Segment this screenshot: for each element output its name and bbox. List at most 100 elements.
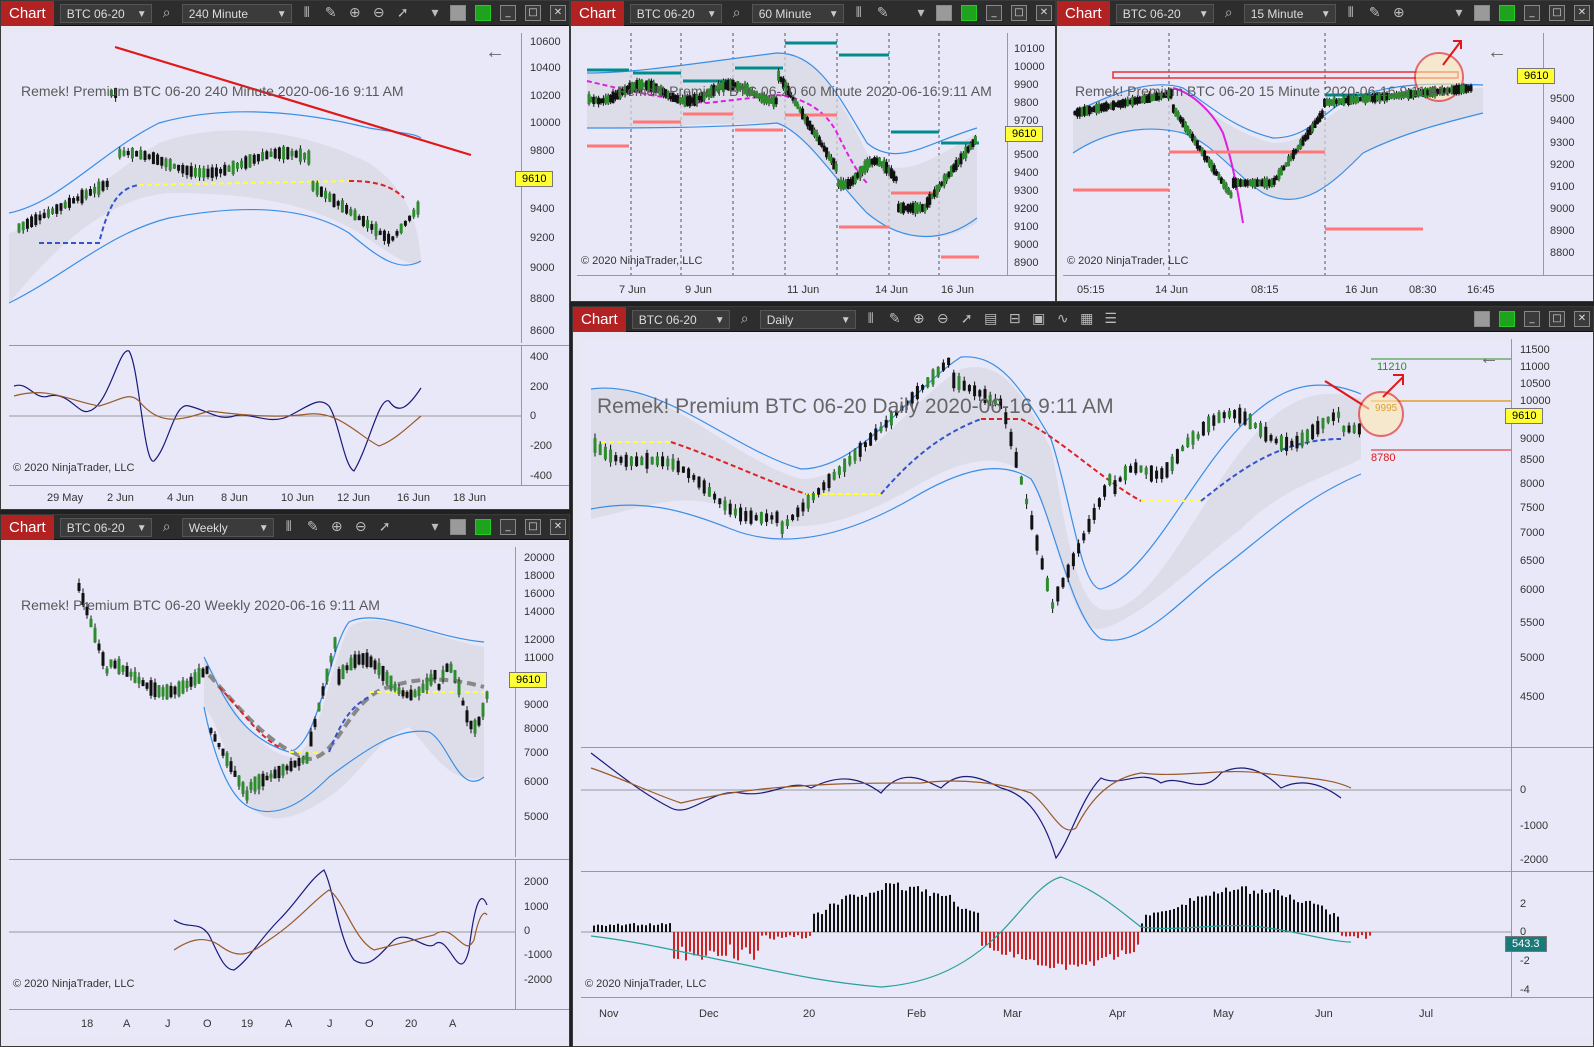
instrument-select[interactable]: BTC 06-20 ▼: [59, 517, 152, 537]
chart-title[interactable]: Chart: [571, 1, 624, 26]
time-axis[interactable]: 18 A J O 19 A J O 20 A: [9, 1009, 569, 1037]
chart-title[interactable]: Chart: [1057, 1, 1110, 26]
indicators-icon[interactable]: ∿: [1056, 311, 1069, 327]
price-panel[interactable]: Remek! Premium BTC 06-20 60 Minute 2020-…: [577, 33, 1007, 275]
search-icon[interactable]: ⌕: [740, 311, 749, 327]
chart-title[interactable]: Chart: [1, 1, 54, 26]
bar-type-icon[interactable]: ⫴: [855, 5, 862, 21]
link-instrument-button[interactable]: [475, 5, 491, 21]
drawing-tool-icon[interactable]: ✎: [1368, 5, 1381, 21]
templates-icon[interactable]: ▦: [1080, 311, 1094, 327]
link-color-button[interactable]: [450, 519, 466, 535]
time-axis[interactable]: Nov Dec 20 Feb Mar Apr May Jun Jul: [581, 997, 1593, 1037]
data-box-icon[interactable]: ▤: [984, 311, 998, 327]
instrument-select[interactable]: BTC 06-20 ▼: [631, 309, 730, 329]
list-icon[interactable]: ☰: [1104, 311, 1117, 327]
instrument-select[interactable]: BTC 06-20 ▼: [59, 3, 152, 23]
price-panel[interactable]: Remek! Premium BTC 06-20 Daily 2020-06-1…: [581, 339, 1511, 747]
zoom-out-icon[interactable]: ⊖: [936, 311, 949, 327]
zoom-in-icon[interactable]: ⊕: [330, 519, 343, 535]
zoom-out-icon[interactable]: ⊖: [372, 5, 385, 21]
histogram-panel[interactable]: © 2020 NinjaTrader, LLC: [581, 871, 1511, 997]
link-color-button[interactable]: [1474, 311, 1490, 327]
minimize-button[interactable]: _: [986, 5, 1002, 21]
chevron-down-icon[interactable]: ▾: [431, 519, 439, 535]
maximize-button[interactable]: □: [1549, 5, 1565, 21]
price-panel[interactable]: Remek! Premium BTC 06-20 Weekly 2020-06-…: [9, 547, 515, 857]
pointer-icon[interactable]: ➚: [396, 5, 409, 21]
back-arrow-icon[interactable]: ←: [1487, 41, 1507, 63]
oscillator-panel[interactable]: © 2020 NinjaTrader, LLC: [9, 859, 515, 1009]
minimize-button[interactable]: _: [500, 519, 516, 535]
minimize-button[interactable]: _: [500, 5, 516, 21]
chevron-down-icon[interactable]: ▾: [917, 5, 925, 21]
back-arrow-icon[interactable]: ←: [1479, 347, 1499, 369]
close-button[interactable]: ✕: [1036, 5, 1052, 21]
link-color-button[interactable]: [936, 5, 952, 21]
link-color-button[interactable]: [1474, 5, 1490, 21]
time-axis[interactable]: 05:15 14 Jun 08:15 16 Jun 08:30 16:45: [1063, 275, 1593, 301]
zoom-in-icon[interactable]: ⊕: [912, 311, 925, 327]
chart-title[interactable]: Chart: [573, 307, 626, 332]
price-axis[interactable]: 10600 10400 10200 10000 9800 9600 9400 9…: [521, 33, 569, 343]
close-button[interactable]: ✕: [1574, 311, 1590, 327]
search-icon[interactable]: ⌕: [1224, 5, 1233, 21]
maximize-button[interactable]: □: [1011, 5, 1027, 21]
zoom-out-icon[interactable]: ⊖: [354, 519, 367, 535]
maximize-button[interactable]: □: [525, 5, 541, 21]
bar-type-icon[interactable]: ⫴: [303, 5, 310, 21]
drawing-tool-icon[interactable]: ✎: [888, 311, 901, 327]
close-button[interactable]: ✕: [1574, 5, 1590, 21]
maximize-button[interactable]: □: [1549, 311, 1565, 327]
chart-title[interactable]: Chart: [1, 515, 54, 540]
histogram-axis[interactable]: 2 0 -2 -4: [1511, 871, 1593, 997]
properties-icon[interactable]: ⊟: [1008, 311, 1021, 327]
link-instrument-button[interactable]: [475, 519, 491, 535]
search-icon[interactable]: ⌕: [162, 5, 171, 21]
zoom-in-icon[interactable]: ⊕: [1392, 5, 1405, 21]
time-axis[interactable]: 29 May 2 Jun 4 Jun 8 Jun 10 Jun 12 Jun 1…: [9, 485, 569, 509]
interval-select[interactable]: Daily ▼: [759, 309, 856, 329]
minimize-button[interactable]: _: [1524, 311, 1540, 327]
back-arrow-icon[interactable]: ←: [485, 41, 505, 63]
close-button[interactable]: ✕: [550, 519, 566, 535]
bar-type-icon[interactable]: ⫴: [1347, 5, 1354, 21]
strategies-icon[interactable]: ▣: [1032, 311, 1046, 327]
price-panel[interactable]: Remek! Premium BTC 06-20 240 Minute 2020…: [8, 33, 521, 343]
pointer-icon[interactable]: ➚: [378, 519, 391, 535]
price-axis[interactable]: 11500 11000 10500 10000 9000 8500 8000 7…: [1511, 339, 1593, 747]
oscillator-axis[interactable]: 0 -1000 -2000: [1511, 747, 1593, 871]
link-instrument-button[interactable]: [1499, 311, 1515, 327]
drawing-tool-icon[interactable]: ✎: [876, 5, 889, 21]
time-axis[interactable]: 7 Jun 9 Jun 11 Jun 14 Jun 16 Jun: [577, 275, 1055, 301]
interval-select[interactable]: Weekly ▼: [181, 517, 274, 537]
price-axis[interactable]: 10100 10000 9900 9800 9700 9500 9400 930…: [1007, 33, 1055, 275]
price-axis[interactable]: 20000 18000 16000 14000 12000 11000 9000…: [515, 547, 569, 857]
oscillator-axis[interactable]: 2000 1000 0 -1000 -2000: [515, 859, 569, 1009]
oscillator-axis[interactable]: 400 200 0 -200 -400: [521, 345, 569, 485]
chevron-down-icon[interactable]: ▾: [431, 5, 439, 21]
maximize-button[interactable]: □: [525, 519, 541, 535]
search-icon[interactable]: ⌕: [162, 519, 171, 535]
minimize-button[interactable]: _: [1524, 5, 1540, 21]
oscillator-panel[interactable]: [581, 747, 1511, 871]
zoom-in-icon[interactable]: ⊕: [348, 5, 361, 21]
instrument-select[interactable]: BTC 06-20 ▼: [629, 3, 722, 23]
pointer-icon[interactable]: ➚: [960, 311, 973, 327]
instrument-select[interactable]: BTC 06-20 ▼: [1115, 3, 1214, 23]
link-instrument-button[interactable]: [1499, 5, 1515, 21]
drawing-tool-icon[interactable]: ✎: [324, 5, 337, 21]
interval-select[interactable]: 240 Minute ▼: [181, 3, 292, 23]
oscillator-panel[interactable]: © 2020 NinjaTrader, LLC: [9, 345, 521, 485]
interval-select[interactable]: 15 Minute ▼: [1243, 3, 1336, 23]
bar-type-icon[interactable]: ⫴: [867, 311, 874, 327]
chevron-down-icon[interactable]: ▾: [1455, 5, 1463, 21]
price-panel[interactable]: Remek! Premium BTC 06-20 15 Minute 2020-…: [1063, 33, 1543, 275]
drawing-tool-icon[interactable]: ✎: [306, 519, 319, 535]
link-color-button[interactable]: [450, 5, 466, 21]
interval-select[interactable]: 60 Minute ▼: [751, 3, 844, 23]
search-icon[interactable]: ⌕: [732, 5, 741, 21]
bar-type-icon[interactable]: ⫴: [285, 519, 292, 535]
close-button[interactable]: ✕: [550, 5, 566, 21]
link-instrument-button[interactable]: [961, 5, 977, 21]
